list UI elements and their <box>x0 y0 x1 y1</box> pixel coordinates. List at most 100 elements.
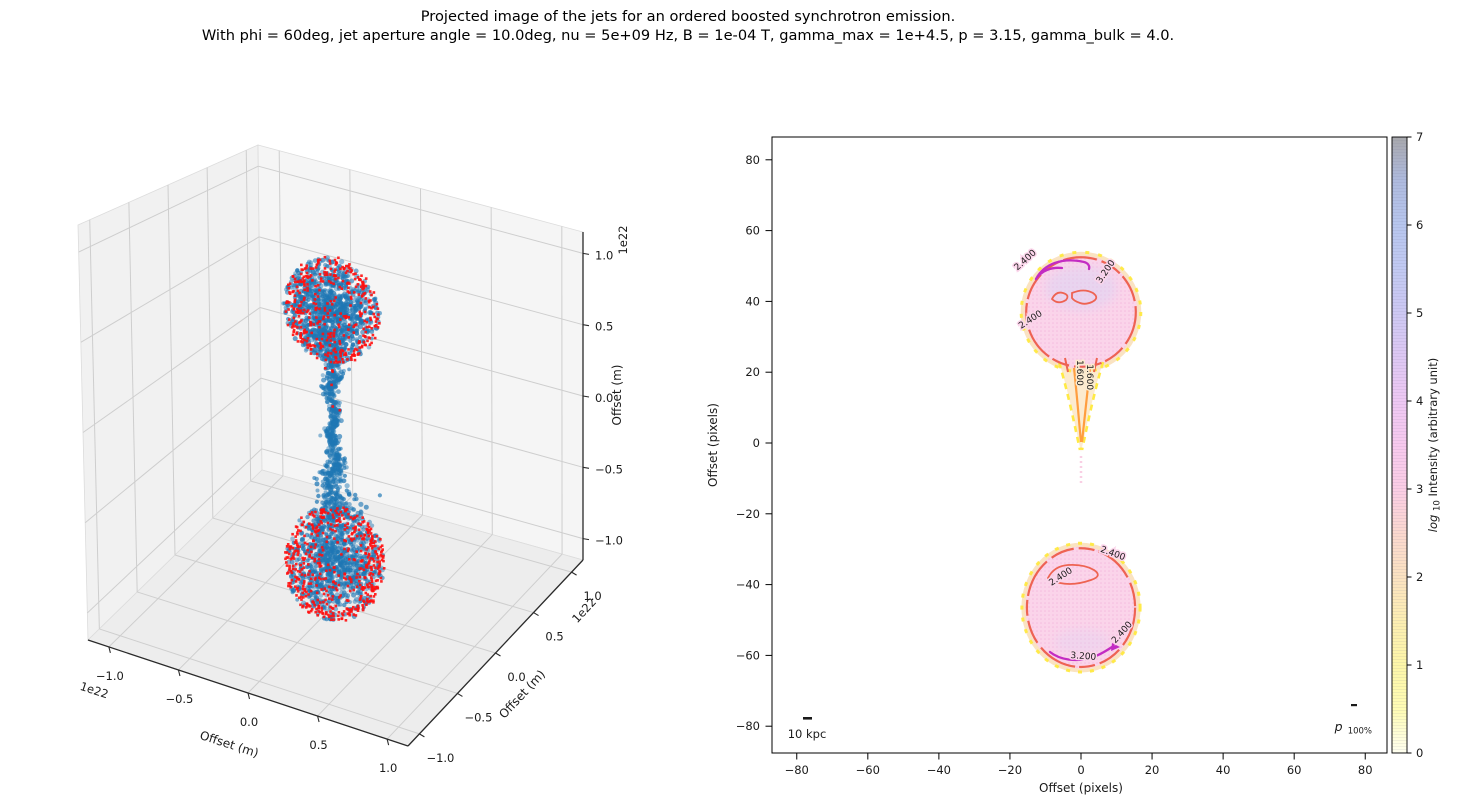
blue-scatter-point <box>334 492 339 498</box>
red-scatter-point <box>306 337 310 340</box>
red-scatter-point <box>332 516 335 519</box>
red-scatter-point <box>291 275 295 278</box>
red-scatter-point <box>338 342 342 346</box>
red-scatter-point <box>338 285 342 289</box>
red-scatter-point <box>308 570 311 573</box>
red-scatter-point <box>295 562 298 566</box>
blue-scatter-point <box>306 526 311 531</box>
red-scatter-point <box>342 334 346 337</box>
axis-tick <box>317 715 320 723</box>
red-scatter-point <box>346 290 350 293</box>
blue-scatter-point <box>320 479 325 484</box>
red-scatter-point <box>377 567 380 570</box>
red-scatter-point <box>334 356 338 360</box>
blue-scatter-point <box>306 546 311 550</box>
red-scatter-point <box>372 564 376 567</box>
blue-scatter-point <box>334 305 340 310</box>
red-scatter-point <box>374 540 377 543</box>
contour-0.8-bottom <box>1020 541 1142 674</box>
red-scatter-point <box>326 302 329 305</box>
red-scatter-point <box>322 315 326 318</box>
red-scatter-point <box>349 608 352 612</box>
red-scatter-point <box>297 529 300 532</box>
blue-scatter-point <box>337 453 342 458</box>
red-scatter-point <box>338 360 341 364</box>
red-scatter-point <box>382 559 385 563</box>
red-scatter-point <box>291 567 295 571</box>
red-scatter-point <box>324 577 328 580</box>
red-scatter-point <box>352 527 355 530</box>
red-scatter-point <box>328 262 332 265</box>
x-tick-label: −0.5 <box>165 692 193 706</box>
red-scatter-point <box>295 308 299 311</box>
blue-scatter-point <box>361 540 366 546</box>
red-scatter-point <box>292 307 296 310</box>
red-scatter-point <box>330 598 334 601</box>
red-scatter-point <box>296 549 300 553</box>
blue-scatter-point <box>338 301 343 306</box>
red-scatter-point <box>292 290 295 293</box>
red-scatter-point <box>306 309 310 312</box>
bottom-lobe-core <box>1054 629 1110 655</box>
blue-scatter-point <box>331 433 337 439</box>
red-scatter-point <box>325 540 329 544</box>
red-scatter-point <box>364 552 368 555</box>
blue-scatter-point <box>307 584 313 589</box>
blue-scatter-point <box>363 300 369 306</box>
red-scatter-point <box>339 312 342 315</box>
red-scatter-point <box>328 597 331 600</box>
blue-scatter-point <box>322 471 328 477</box>
blue-scatter-point <box>319 557 325 562</box>
red-scatter-point <box>326 273 329 276</box>
red-scatter-point <box>374 320 378 323</box>
contour-3.2-bottom-arrow <box>1111 643 1120 651</box>
y-tick-label: −0.5 <box>464 710 492 724</box>
red-scatter-point <box>331 528 334 532</box>
red-scatter-point <box>356 283 360 286</box>
scalebar-label: 10 kpc <box>788 727 827 741</box>
red-scatter-point <box>362 292 365 296</box>
y-tick-label: −60 <box>736 648 760 662</box>
blue-scatter-point <box>332 496 337 501</box>
red-scatter-point <box>369 316 372 320</box>
red-scatter-point <box>354 272 357 275</box>
x-tick-label: 20 <box>1145 763 1160 777</box>
red-scatter-point <box>307 573 310 576</box>
blue-scatter-point <box>349 506 354 511</box>
red-scatter-point <box>333 361 336 364</box>
red-scatter-point <box>370 306 373 310</box>
blue-scatter-point <box>331 477 336 482</box>
blue-scatter-point <box>347 526 353 532</box>
red-scatter-point <box>368 559 371 562</box>
blue-scatter-point <box>323 490 328 494</box>
red-scatter-point <box>375 552 379 556</box>
blue-scatter-point <box>337 602 343 607</box>
blue-scatter-point <box>324 558 329 563</box>
red-scatter-point <box>353 530 356 534</box>
red-scatter-point <box>360 344 364 348</box>
contour-0.8-funnel-right <box>1080 361 1105 451</box>
red-scatter-point <box>361 294 364 298</box>
blue-scatter-point <box>365 287 371 292</box>
blue-scatter-point <box>342 306 348 311</box>
red-scatter-point <box>302 280 306 283</box>
red-scatter-point <box>324 598 327 602</box>
red-scatter-point <box>320 588 323 591</box>
red-scatter-point <box>319 346 322 350</box>
red-scatter-point <box>350 269 354 272</box>
blue-scatter-point <box>344 488 349 493</box>
red-scatter-point <box>355 514 359 518</box>
red-scatter-point <box>303 557 307 560</box>
red-scatter-point <box>372 312 375 316</box>
blue-scatter-point <box>358 319 364 325</box>
red-scatter-point <box>356 607 359 611</box>
red-scatter-point <box>357 522 360 526</box>
blue-scatter-point <box>311 350 317 356</box>
colorbar-tick-label: 6 <box>1416 218 1423 232</box>
red-scatter-point <box>328 585 331 589</box>
red-scatter-point <box>332 566 336 569</box>
red-scatter-point <box>327 351 330 355</box>
gridline <box>260 377 584 468</box>
blue-scatter-point <box>342 473 347 478</box>
red-scatter-point <box>334 509 337 513</box>
